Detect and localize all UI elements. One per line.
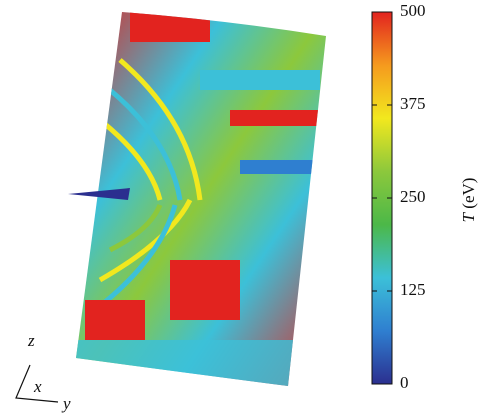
tick-label: 0 xyxy=(400,373,409,392)
tick-label: 250 xyxy=(400,187,426,206)
label-symbol: T xyxy=(459,211,478,222)
tick-label: 125 xyxy=(400,280,426,299)
simulation-render xyxy=(68,12,326,390)
figure: z x y T (eV) 0 125 250 375 500 xyxy=(0,0,488,420)
tick-label: 375 xyxy=(400,94,426,113)
tick-label: 500 xyxy=(400,1,426,20)
colorbar: 0 125 250 375 500 xyxy=(372,1,426,392)
axis-label: x xyxy=(33,377,42,396)
label-unit: (eV) xyxy=(459,178,478,209)
axis-label: y xyxy=(61,394,71,413)
axes-triad: z x y xyxy=(16,331,71,413)
colorbar-label: T (eV) xyxy=(459,178,478,223)
axis-label: z xyxy=(27,331,35,350)
